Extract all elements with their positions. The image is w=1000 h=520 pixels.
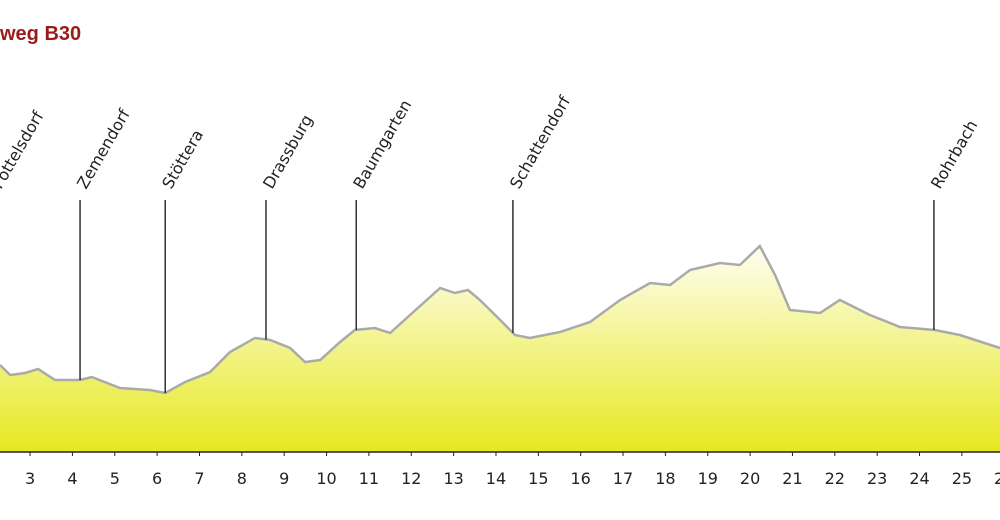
place-label: Pöttelsdorf (0, 108, 48, 192)
x-tick-label: 21 (782, 469, 802, 488)
x-tick-label: 12 (401, 469, 421, 488)
chart-title: weg B30 (0, 23, 81, 45)
place-label: Rohrbach (927, 117, 981, 192)
x-tick-label: 4 (67, 469, 77, 488)
place-label: Schattendorf (506, 92, 574, 192)
elevation-line (0, 243, 1000, 395)
x-tick-label: 15 (528, 469, 548, 488)
x-tick-label: 18 (655, 469, 675, 488)
x-tick-label: 13 (443, 469, 463, 488)
elevation-area (0, 246, 1000, 452)
x-tick-label: 9 (279, 469, 289, 488)
x-tick-label: 8 (237, 469, 247, 488)
x-tick-label: 7 (194, 469, 204, 488)
place-label: Drassburg (259, 111, 317, 192)
x-tick-label: 24 (909, 469, 929, 488)
x-tick-label: 11 (359, 469, 379, 488)
x-tick-label: 6 (152, 469, 162, 488)
x-tick-label: 22 (825, 469, 845, 488)
x-tick-label: 3 (25, 469, 35, 488)
x-tick-label: 19 (698, 469, 718, 488)
x-tick-label: 14 (486, 469, 506, 488)
x-tick-label: 25 (952, 469, 972, 488)
x-tick-label: 26 (994, 469, 1000, 488)
place-label: Stöttera (158, 126, 207, 192)
x-tick-label: 16 (571, 469, 591, 488)
x-tick-label: 23 (867, 469, 887, 488)
x-tick-label: 17 (613, 469, 633, 488)
x-tick-label: 20 (740, 469, 760, 488)
x-tick-label: 10 (316, 469, 336, 488)
place-label: Zemendorf (73, 106, 134, 192)
place-label: Baumgarten (349, 96, 415, 192)
x-tick-label: 5 (110, 469, 120, 488)
